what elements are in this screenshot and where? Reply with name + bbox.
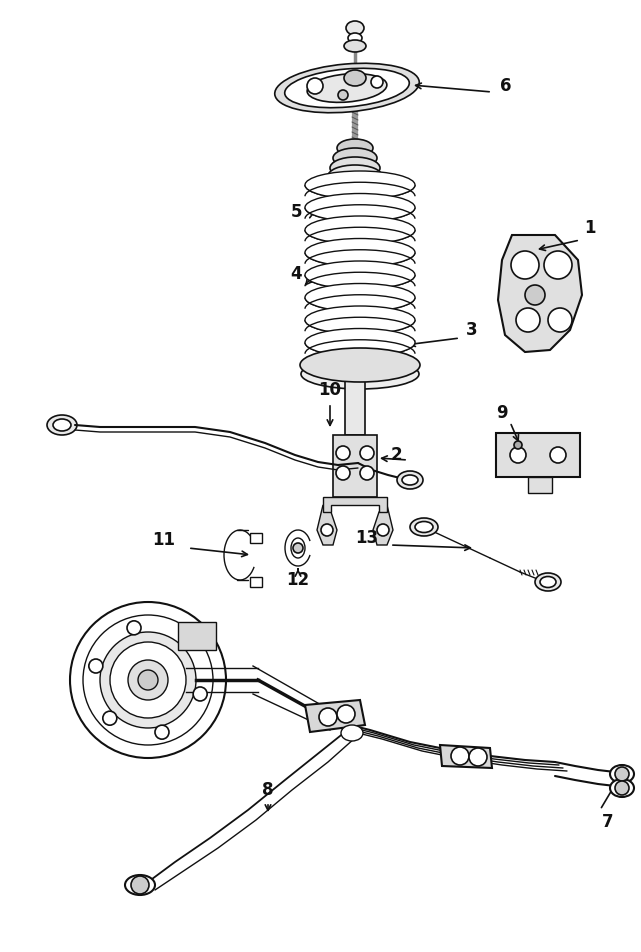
Ellipse shape — [301, 359, 419, 389]
Circle shape — [128, 660, 168, 700]
Circle shape — [336, 446, 350, 460]
Circle shape — [100, 632, 196, 728]
Polygon shape — [440, 745, 492, 768]
Ellipse shape — [415, 522, 433, 532]
Ellipse shape — [125, 875, 155, 895]
Ellipse shape — [53, 419, 71, 431]
Text: 12: 12 — [287, 571, 310, 589]
Circle shape — [550, 447, 566, 463]
Circle shape — [103, 711, 117, 725]
Circle shape — [155, 725, 169, 739]
Text: 3: 3 — [466, 321, 478, 339]
Bar — [345, 375, 365, 435]
Text: 1: 1 — [584, 219, 595, 237]
Ellipse shape — [330, 157, 380, 179]
Circle shape — [138, 670, 158, 690]
Circle shape — [548, 308, 572, 332]
Polygon shape — [305, 700, 365, 732]
Polygon shape — [323, 497, 387, 512]
Ellipse shape — [305, 171, 415, 199]
Text: 5: 5 — [290, 203, 302, 221]
Text: 13: 13 — [355, 529, 378, 547]
Ellipse shape — [327, 173, 383, 193]
Circle shape — [293, 543, 303, 553]
Circle shape — [319, 708, 337, 726]
Ellipse shape — [305, 351, 415, 379]
Circle shape — [89, 659, 103, 673]
Circle shape — [336, 466, 350, 480]
Polygon shape — [498, 235, 582, 352]
Polygon shape — [250, 577, 262, 587]
Text: 10: 10 — [319, 381, 342, 399]
Circle shape — [179, 635, 193, 649]
Ellipse shape — [305, 261, 415, 289]
Polygon shape — [317, 505, 337, 545]
Ellipse shape — [47, 415, 77, 435]
Circle shape — [525, 285, 545, 305]
Ellipse shape — [300, 348, 420, 382]
Ellipse shape — [344, 70, 366, 86]
Circle shape — [360, 446, 374, 460]
Ellipse shape — [610, 765, 634, 783]
Ellipse shape — [341, 725, 363, 741]
Circle shape — [377, 524, 389, 536]
Circle shape — [338, 90, 348, 100]
Ellipse shape — [346, 21, 364, 35]
Circle shape — [83, 615, 213, 745]
Ellipse shape — [540, 577, 556, 587]
Circle shape — [511, 251, 539, 279]
Circle shape — [510, 447, 526, 463]
Circle shape — [70, 602, 226, 758]
Ellipse shape — [328, 165, 382, 187]
Text: 8: 8 — [262, 781, 274, 799]
Text: 4: 4 — [290, 265, 302, 283]
Text: 9: 9 — [496, 404, 508, 422]
Ellipse shape — [535, 573, 561, 591]
Circle shape — [371, 76, 383, 88]
Circle shape — [451, 747, 469, 765]
Ellipse shape — [305, 284, 415, 311]
Ellipse shape — [397, 471, 423, 489]
Ellipse shape — [610, 779, 634, 797]
Circle shape — [516, 308, 540, 332]
Circle shape — [127, 621, 141, 635]
Circle shape — [514, 441, 522, 449]
Text: 2: 2 — [390, 446, 402, 464]
Ellipse shape — [305, 216, 415, 244]
Circle shape — [321, 524, 333, 536]
Ellipse shape — [285, 69, 410, 108]
Bar — [333, 435, 377, 497]
Ellipse shape — [275, 63, 419, 112]
Text: 6: 6 — [500, 77, 512, 95]
Circle shape — [615, 767, 629, 781]
Polygon shape — [250, 533, 262, 543]
Text: 11: 11 — [152, 531, 175, 549]
Ellipse shape — [305, 239, 415, 267]
Circle shape — [307, 78, 323, 94]
Circle shape — [131, 876, 149, 894]
Ellipse shape — [337, 139, 373, 157]
Polygon shape — [496, 433, 580, 477]
Ellipse shape — [333, 148, 377, 168]
Ellipse shape — [307, 73, 387, 103]
Ellipse shape — [410, 518, 438, 536]
Ellipse shape — [348, 33, 362, 43]
Polygon shape — [528, 477, 552, 493]
Ellipse shape — [344, 40, 366, 52]
Ellipse shape — [291, 538, 305, 558]
Text: 7: 7 — [602, 813, 614, 831]
Ellipse shape — [305, 193, 415, 222]
Circle shape — [110, 642, 186, 718]
Polygon shape — [178, 622, 216, 650]
Ellipse shape — [305, 306, 415, 334]
Polygon shape — [373, 505, 393, 545]
Ellipse shape — [402, 475, 418, 485]
Circle shape — [337, 705, 355, 723]
Ellipse shape — [305, 328, 415, 356]
Circle shape — [544, 251, 572, 279]
Circle shape — [469, 748, 487, 766]
Circle shape — [193, 687, 207, 701]
Circle shape — [360, 466, 374, 480]
Circle shape — [615, 781, 629, 795]
